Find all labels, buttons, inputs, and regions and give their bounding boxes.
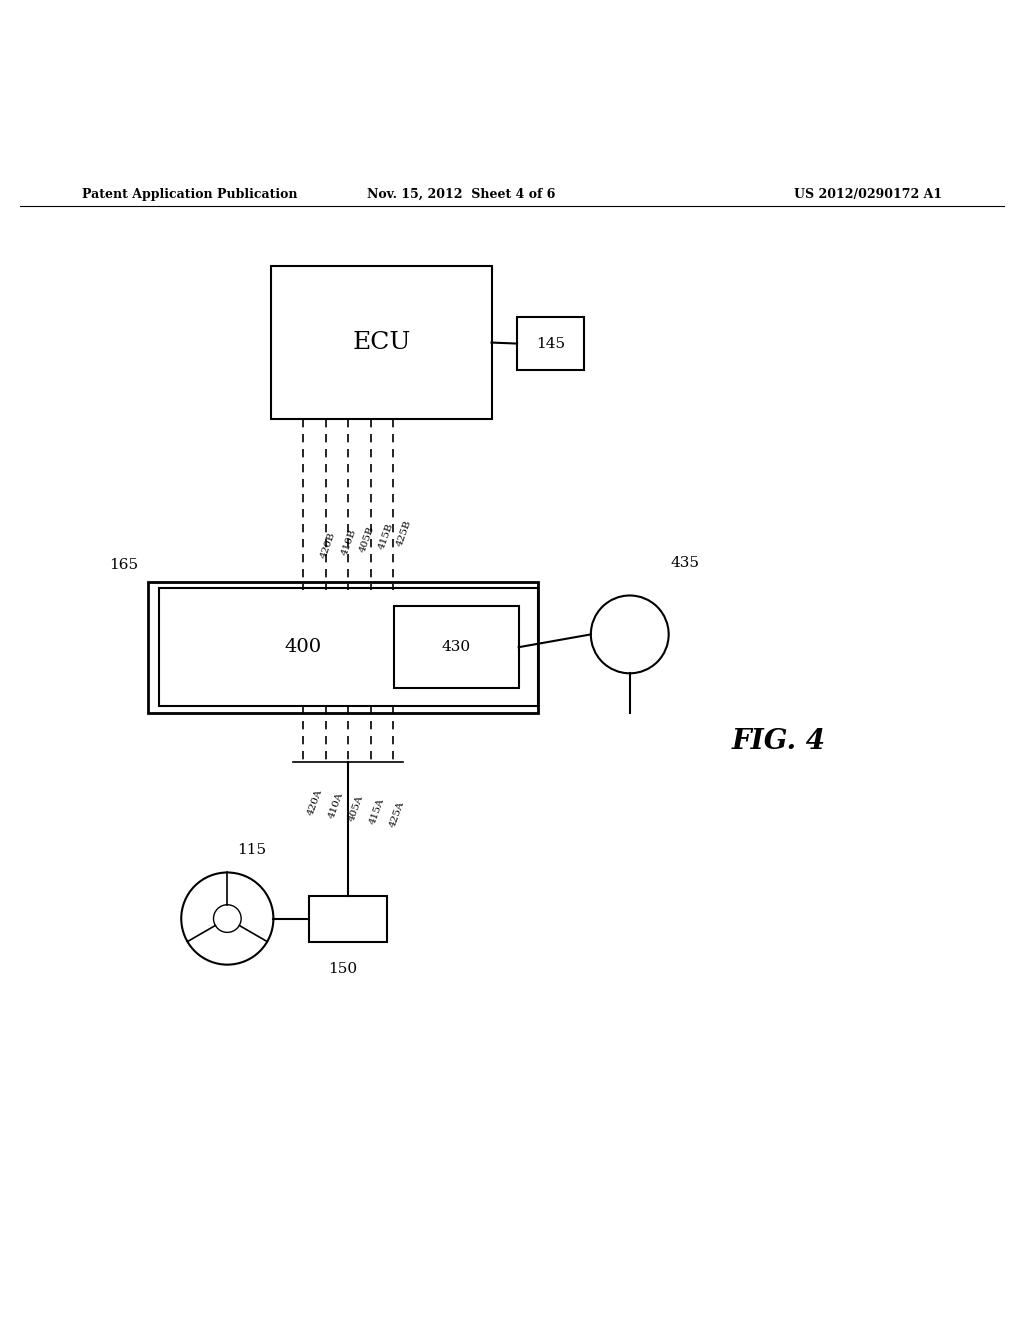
Text: Nov. 15, 2012  Sheet 4 of 6: Nov. 15, 2012 Sheet 4 of 6 [367, 187, 555, 201]
Text: 410A: 410A [327, 791, 344, 820]
Text: FIG. 4: FIG. 4 [731, 729, 825, 755]
Bar [271, 265, 492, 420]
Text: Patent Application Publication: Patent Application Publication [82, 187, 297, 201]
Text: 150: 150 [328, 962, 356, 975]
Circle shape [181, 873, 273, 965]
Text: 405A: 405A [347, 795, 365, 822]
Bar [159, 589, 538, 706]
Text: 400: 400 [284, 638, 322, 656]
Bar [148, 582, 538, 713]
Text: 435: 435 [671, 556, 699, 570]
Text: 415A: 415A [368, 797, 385, 826]
Text: 165: 165 [110, 558, 138, 572]
Text: 415B: 415B [377, 521, 394, 550]
Text: 420B: 420B [319, 531, 337, 560]
Text: 430: 430 [441, 640, 471, 655]
Text: 145: 145 [536, 337, 565, 351]
Circle shape [591, 595, 669, 673]
Bar [393, 606, 518, 689]
Text: 425B: 425B [395, 519, 413, 548]
Circle shape [213, 904, 242, 932]
Text: 405B: 405B [358, 524, 376, 553]
Text: 425A: 425A [388, 800, 406, 829]
Bar [309, 895, 387, 941]
Text: 115: 115 [238, 843, 266, 857]
Text: 410B: 410B [340, 528, 357, 557]
Text: 420A: 420A [306, 788, 324, 817]
Text: US 2012/0290172 A1: US 2012/0290172 A1 [794, 187, 942, 201]
Text: ECU: ECU [352, 331, 411, 354]
Bar [517, 317, 584, 370]
